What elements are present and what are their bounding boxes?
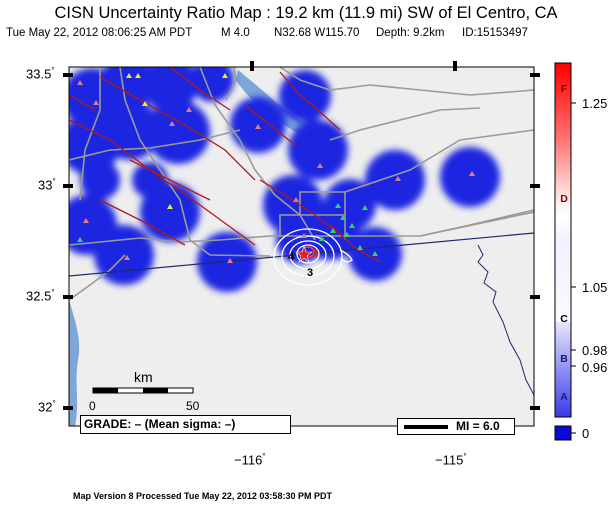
colorbar-ramp bbox=[555, 63, 571, 385]
legend-line bbox=[404, 425, 448, 429]
lat-label: 32.5° bbox=[26, 288, 55, 304]
map-frame bbox=[68, 66, 535, 427]
station-marker bbox=[317, 163, 323, 168]
station-marker bbox=[169, 121, 175, 126]
colorbar-lowbar bbox=[555, 322, 571, 417]
map-title: CISN Uncertainty Ratio Map : 19.2 km (11… bbox=[54, 4, 558, 22]
station-marker bbox=[330, 228, 336, 233]
station-marker bbox=[142, 101, 148, 106]
grade-letter: B bbox=[560, 353, 568, 365]
station-marker bbox=[395, 176, 401, 181]
station-marker bbox=[344, 232, 350, 237]
station-marker bbox=[77, 237, 83, 242]
ocean bbox=[69, 300, 80, 426]
event-depth: Depth: 9.2km bbox=[376, 27, 445, 39]
intensity-legend: MI = 6.0 bbox=[397, 418, 515, 435]
lat-label: 32° bbox=[38, 399, 56, 415]
event-location: N32.68 W115.70 bbox=[274, 27, 360, 39]
event-id: ID:15153497 bbox=[462, 27, 528, 39]
roads bbox=[69, 67, 534, 301]
lon-label: −115° bbox=[435, 452, 467, 468]
colorbar-frame bbox=[554, 62, 572, 418]
footer-note: Map Version 8 Processed Tue May 22, 2012… bbox=[73, 491, 332, 501]
event-magnitude: M 4.0 bbox=[221, 27, 250, 39]
station-marker bbox=[335, 203, 341, 208]
lat-label: 33° bbox=[38, 177, 56, 193]
station-marker bbox=[301, 233, 307, 238]
contour-label: 3 bbox=[307, 267, 314, 279]
scale-bar bbox=[92, 387, 194, 394]
event-info: Tue May 22, 2012 08:06:25 AM PDT M 4.0 N32… bbox=[6, 27, 606, 39]
station-marker bbox=[293, 197, 299, 202]
station-marker bbox=[255, 124, 261, 129]
event-date: Tue May 22, 2012 08:06:25 AM PDT bbox=[6, 27, 193, 39]
grade-summary: GRADE: – (Mean sigma: –) bbox=[80, 415, 291, 434]
station-marker bbox=[340, 215, 346, 220]
grade-letter: D bbox=[560, 193, 568, 205]
contour-label: 5 bbox=[312, 248, 319, 260]
contour-label: 4 bbox=[288, 251, 295, 263]
station-marker bbox=[77, 80, 83, 85]
scale-unit: km bbox=[134, 369, 153, 385]
scale-end: 50 bbox=[186, 399, 200, 413]
colorbar-tick: 0.98 bbox=[582, 343, 608, 358]
faults bbox=[69, 67, 381, 263]
colorbar-tick: 1.25 bbox=[582, 96, 608, 111]
station-marker bbox=[227, 258, 233, 263]
station-marker bbox=[372, 251, 378, 256]
colorbar-tick: 0 bbox=[582, 426, 590, 441]
station-marker bbox=[357, 245, 363, 250]
station-marker bbox=[124, 255, 130, 260]
colorbar-tick: 1.05 bbox=[582, 280, 608, 295]
station-marker bbox=[362, 205, 368, 210]
station-marker bbox=[319, 236, 325, 241]
station-marker bbox=[222, 73, 228, 78]
station-marker bbox=[126, 73, 132, 78]
station-marker bbox=[167, 204, 173, 209]
station-marker bbox=[469, 171, 475, 176]
grade-letter: A bbox=[560, 391, 568, 403]
station-marker bbox=[83, 218, 89, 223]
colorbar-tick: 0.96 bbox=[582, 360, 608, 375]
station-marker bbox=[186, 107, 192, 112]
lat-label: 33.5° bbox=[26, 66, 55, 82]
legend-label: MI = 6.0 bbox=[456, 419, 500, 433]
stations bbox=[77, 73, 475, 263]
colorbar-zero-swatch bbox=[554, 425, 572, 441]
scale-start: 0 bbox=[89, 399, 96, 413]
grade-letter: C bbox=[560, 313, 568, 325]
state-border bbox=[477, 244, 534, 396]
lon-label: −116° bbox=[234, 452, 266, 468]
epicenter-star bbox=[295, 245, 313, 263]
grade-letter: F bbox=[560, 83, 568, 95]
station-marker bbox=[93, 100, 99, 105]
station-marker bbox=[349, 223, 355, 228]
colorbar bbox=[554, 62, 576, 441]
station-marker bbox=[135, 73, 141, 78]
